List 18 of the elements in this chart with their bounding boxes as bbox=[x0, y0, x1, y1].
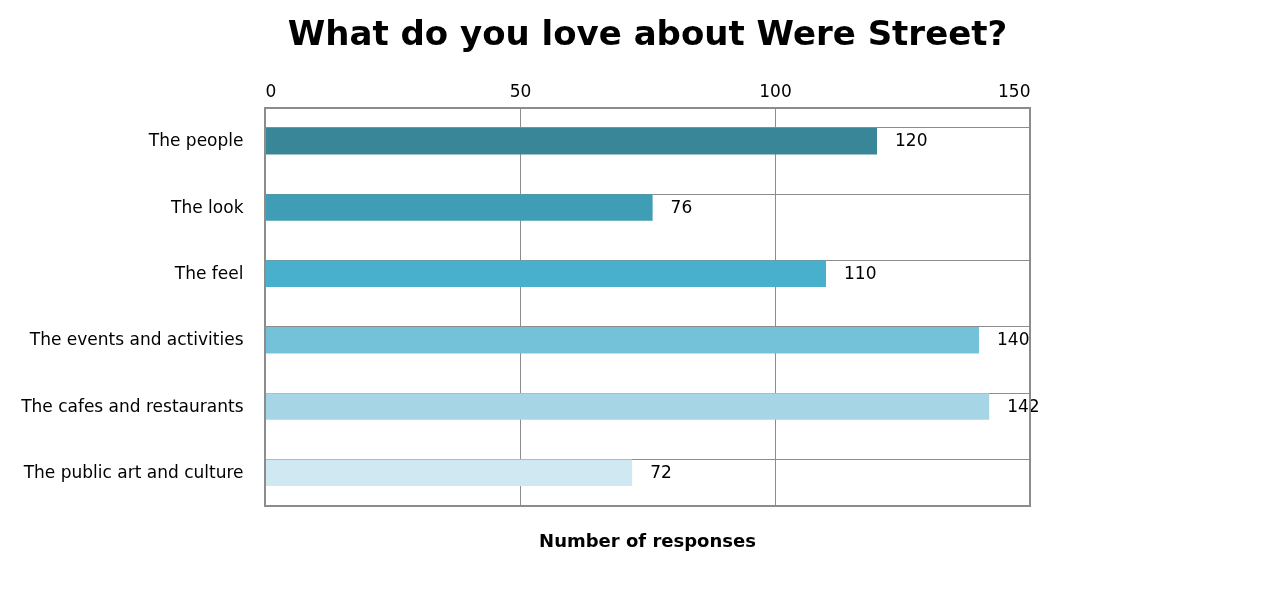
chart-title: What do you love about Were Street? bbox=[287, 13, 1008, 53]
y-tick-label: The look bbox=[170, 196, 244, 217]
x-tick-label: 150 bbox=[998, 80, 1031, 101]
x-tick-label: 50 bbox=[509, 80, 532, 101]
data-label: 140 bbox=[997, 329, 1030, 350]
y-tick-label: The events and activities bbox=[28, 329, 244, 350]
x-axis-title: Number of responses bbox=[539, 530, 756, 551]
data-label: 76 bbox=[670, 196, 693, 217]
y-tick-label: The cafes and restaurants bbox=[20, 395, 244, 416]
x-tick-label: 0 bbox=[265, 80, 277, 101]
x-tick-label: 100 bbox=[759, 80, 792, 101]
data-label: 110 bbox=[844, 262, 877, 283]
y-tick-label: The feel bbox=[173, 262, 244, 283]
y-tick-label: The people bbox=[147, 130, 244, 151]
data-label: 120 bbox=[895, 130, 928, 151]
data-label: 72 bbox=[650, 461, 672, 482]
y-tick-label: The public art and culture bbox=[22, 461, 244, 482]
data-label: 142 bbox=[1007, 395, 1040, 416]
